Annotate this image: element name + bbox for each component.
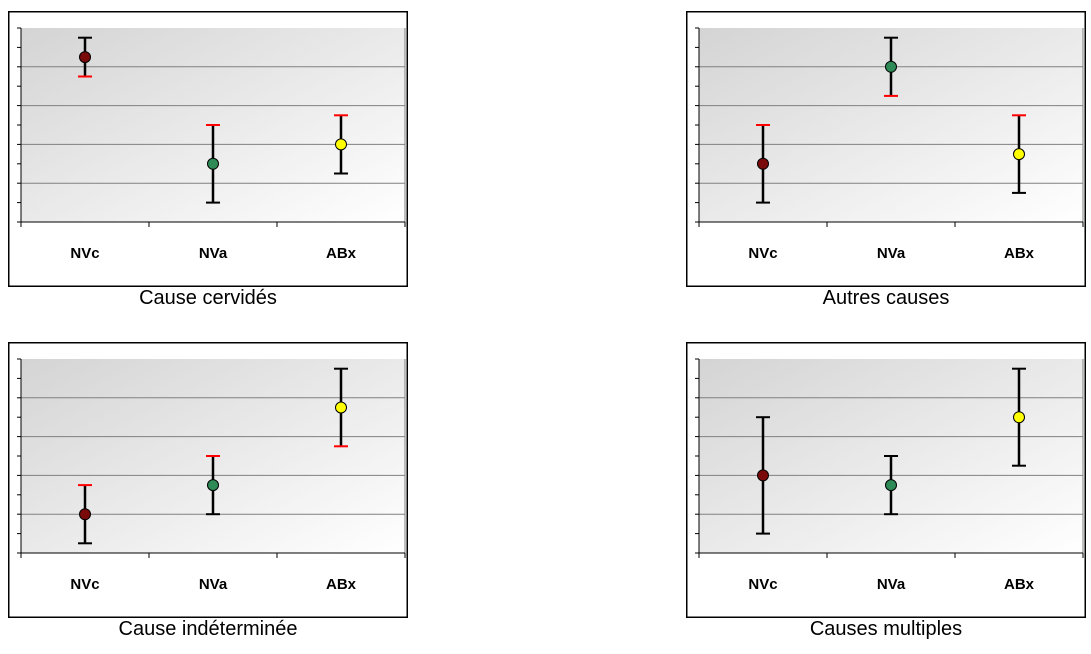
x-tick-label: NVa [199,245,228,262]
data-point-abx [335,401,347,414]
x-tick-label: NVa [877,245,906,262]
data-point-abx [1013,148,1025,161]
x-tick-label: NVc [70,576,99,593]
x-tick-label: NVc [748,576,777,593]
x-tick-label: ABx [326,245,357,262]
data-point-abx [335,138,347,151]
data-point-nvc [79,508,91,521]
x-tick-label: NVc [748,245,777,262]
x-tick-label: NVc [70,245,99,262]
data-point-nvc [757,157,769,170]
data-point-nvc [757,469,769,482]
chart-caption-4: Causes multiples [809,618,963,640]
data-point-nva [207,479,219,492]
data-point-nva [207,157,219,170]
data-point-nvc [79,51,91,64]
data-point-abx [1013,411,1025,424]
data-point-nva [885,479,897,492]
chart-svg-2: NVc NVa ABx [686,11,1086,287]
chart-panel-3: NVc NVa ABx Cause indéterminée [8,342,408,654]
chart-svg-4: NVc NVa ABx [686,342,1086,618]
chart-svg-1: NVc NVa ABx [8,11,408,287]
chart-caption-1: Cause cervidés [139,287,277,309]
chart-caption-3: Cause indéterminée [118,618,298,640]
chart-caption-2: Autres causes [822,287,950,309]
x-tick-label: ABx [326,576,357,593]
chart-panel-1: NVc NVa ABx Cause cervidés [8,11,408,323]
x-tick-label: NVa [199,576,228,593]
data-point-nva [885,60,897,73]
chart-svg-3: NVc NVa ABx [8,342,408,618]
chart-panel-2: NVc NVa ABx Autres causes [686,11,1086,323]
x-tick-label: NVa [877,576,906,593]
chart-panel-4: NVc NVa ABx Causes multiples [686,342,1086,654]
x-tick-label: ABx [1004,245,1035,262]
x-tick-label: ABx [1004,576,1035,593]
